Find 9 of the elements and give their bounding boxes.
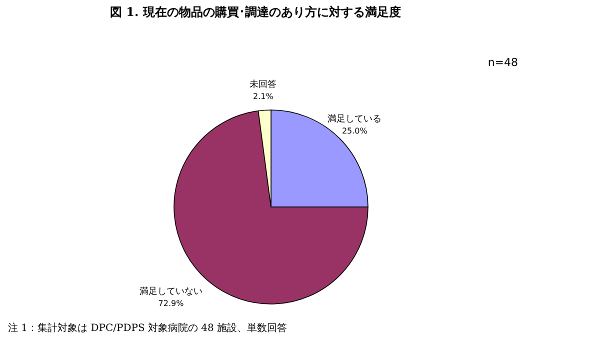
slice-label: 満足していない: [140, 287, 203, 298]
annotation: n=48: [488, 56, 518, 69]
value-label: 2.1%: [253, 92, 274, 101]
annotation: 注 1：集計対象は DPC/PDPS 対象病院の 48 施設、単数回答: [8, 323, 288, 334]
slice-label: 未回答: [250, 80, 277, 90]
value-label: 25.0%: [342, 126, 368, 136]
title: 図 1. 現在の物品の購買･調達のあり方に対する満足度: [110, 5, 401, 19]
slice-label: 満足している: [328, 114, 382, 124]
value-label: 72.9%: [158, 299, 184, 308]
